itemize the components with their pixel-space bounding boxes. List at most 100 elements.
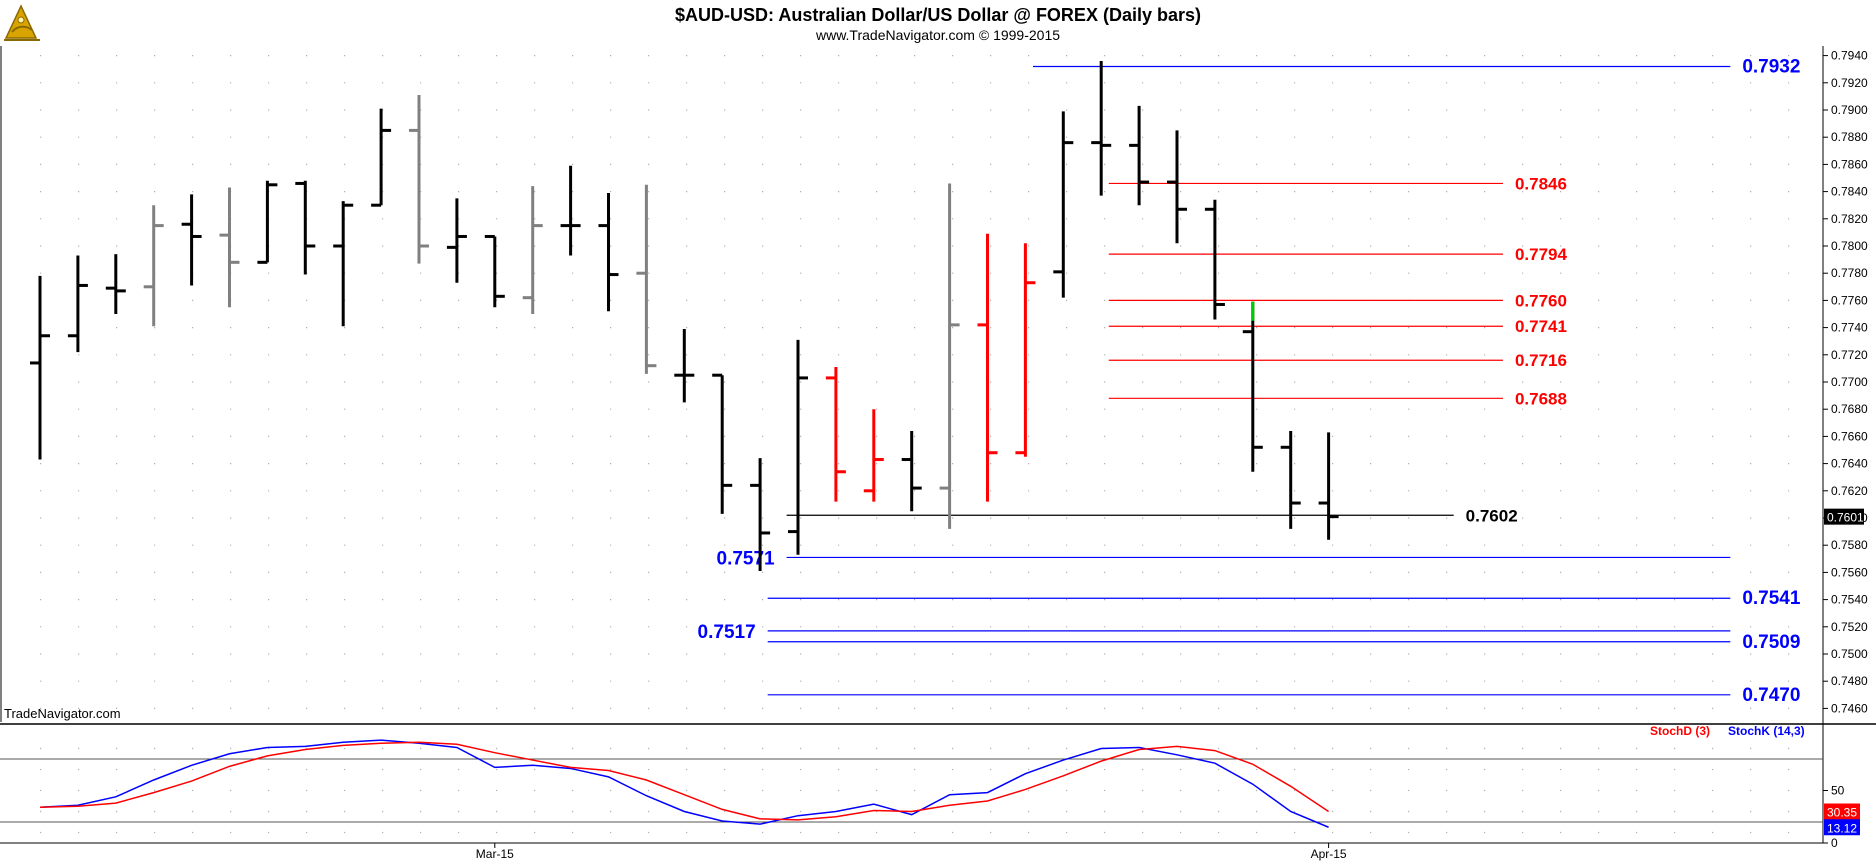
ohlc-bar bbox=[446, 198, 467, 283]
y-tick-label: 0.7540 bbox=[1831, 593, 1868, 607]
ohlc-bar bbox=[1280, 430, 1301, 529]
y-tick-label: 0.7640 bbox=[1831, 457, 1868, 471]
y-tick-label: 0.7880 bbox=[1831, 130, 1868, 144]
ohlc-bar bbox=[750, 458, 771, 572]
ohlc-bar bbox=[788, 339, 808, 555]
y-tick-label: 0.7760 bbox=[1831, 293, 1868, 307]
y-tick-label: 0.7940 bbox=[1831, 49, 1868, 63]
level-label: 0.7602 bbox=[1466, 506, 1518, 525]
stoch-legend-label: StochD (3) bbox=[1650, 724, 1710, 738]
date-axis: Mar-15 Apr-15 bbox=[476, 843, 1347, 861]
level-label: 0.7716 bbox=[1515, 351, 1567, 370]
chart-subtitle: www.TradeNavigator.com © 1999-2015 bbox=[815, 27, 1060, 43]
y-tick-label: 0.7820 bbox=[1831, 212, 1868, 226]
ohlc-bar bbox=[409, 95, 429, 264]
ohlc-bar bbox=[67, 255, 88, 353]
ohlc-bar bbox=[143, 205, 164, 327]
ohlc-bar bbox=[181, 194, 202, 286]
y-tick-label: 0.7900 bbox=[1831, 103, 1868, 117]
ohlc-bar bbox=[636, 184, 657, 374]
stoch-series-line bbox=[39, 739, 1329, 828]
level-label: 0.7741 bbox=[1515, 317, 1567, 336]
ohlc-bar bbox=[712, 373, 733, 514]
level-label: 0.7794 bbox=[1515, 245, 1568, 264]
stoch-y-tick-label: 0 bbox=[1831, 836, 1838, 850]
level-label: 0.7517 bbox=[698, 622, 756, 643]
stoch-value-badge-label: 13.12 bbox=[1827, 821, 1857, 835]
y-tick-label: 0.7720 bbox=[1831, 348, 1868, 362]
ohlc-bar bbox=[1242, 301, 1263, 472]
y-tick-label: 0.7560 bbox=[1831, 565, 1868, 579]
ohlc-bar bbox=[219, 187, 240, 308]
y-tick-label: 0.7620 bbox=[1831, 484, 1868, 498]
price-axis: 0.7940 0.7920 0.7900 0.7880 0.7860 0.7840 0.78… bbox=[1823, 49, 1868, 715]
level-label: 0.7932 bbox=[1742, 56, 1800, 77]
level-label: 0.7688 bbox=[1515, 389, 1567, 408]
horizontal-levels: 0.7932 0.7846 0.7794 0.7760 0.7741 0.7716 0.76… bbox=[698, 56, 1801, 705]
stoch-legend-label: StochK (14,3) bbox=[1728, 724, 1805, 738]
ohlc-bar bbox=[1204, 199, 1225, 320]
x-tick-label: Apr-15 bbox=[1311, 847, 1347, 861]
ohlc-bar bbox=[1091, 61, 1112, 196]
last-price-badge bbox=[1824, 508, 1864, 525]
ohlc-bar bbox=[1167, 130, 1187, 244]
ohlc-bar bbox=[105, 254, 126, 314]
level-label: 0.7760 bbox=[1515, 291, 1567, 310]
ohlc-bar bbox=[560, 165, 581, 256]
ohlc-bar bbox=[939, 183, 960, 529]
y-tick-label: 0.7460 bbox=[1831, 701, 1868, 715]
ohlc-bar bbox=[863, 409, 884, 502]
stoch-series-line bbox=[39, 741, 1330, 821]
ohlc-bar bbox=[1129, 105, 1150, 206]
level-label: 0.7541 bbox=[1742, 588, 1801, 609]
y-tick-label: 0.7860 bbox=[1831, 157, 1868, 171]
last-price-badge-label: 0.7601 bbox=[1827, 511, 1864, 525]
y-tick-label: 0.7780 bbox=[1831, 266, 1868, 280]
chart-title: $AUD-USD: Australian Dollar/US Dollar @ … bbox=[675, 5, 1201, 25]
y-tick-label: 0.7500 bbox=[1831, 647, 1868, 661]
y-tick-label: 0.7700 bbox=[1831, 375, 1868, 389]
level-label: 0.7571 bbox=[717, 548, 776, 569]
grid bbox=[40, 55, 1790, 709]
y-tick-label: 0.7740 bbox=[1831, 321, 1868, 335]
ohlc-bars bbox=[30, 61, 1339, 572]
ohlc-bar bbox=[901, 430, 922, 512]
stoch-value-badge bbox=[1824, 819, 1860, 836]
y-tick-label: 0.7920 bbox=[1831, 76, 1868, 90]
ohlc-bar bbox=[484, 234, 505, 308]
ohlc-bar bbox=[1015, 243, 1036, 457]
ohlc-bar bbox=[1053, 111, 1074, 298]
ohlc-bar bbox=[371, 108, 392, 207]
level-label: 0.7470 bbox=[1742, 685, 1800, 706]
ohlc-bar bbox=[333, 201, 354, 327]
stoch-value-badge bbox=[1824, 803, 1860, 820]
ohlc-bar bbox=[1318, 432, 1339, 540]
ohlc-bar bbox=[522, 186, 543, 314]
x-tick-label: Mar-15 bbox=[476, 847, 514, 861]
y-tick-label: 0.7680 bbox=[1831, 402, 1868, 416]
level-label: 0.7509 bbox=[1742, 632, 1800, 653]
ohlc-bar bbox=[30, 275, 50, 460]
ohlc-bar bbox=[295, 180, 316, 275]
ohlc-bar bbox=[598, 192, 619, 312]
level-label: 0.7846 bbox=[1515, 174, 1567, 193]
y-tick-label: 0.7480 bbox=[1831, 674, 1868, 688]
y-tick-label: 0.7580 bbox=[1831, 538, 1868, 552]
ohlc-bar bbox=[674, 328, 695, 403]
ohlc-bar bbox=[825, 367, 846, 502]
y-tick-label: 0.7660 bbox=[1831, 429, 1868, 443]
ohlc-bar bbox=[257, 180, 278, 264]
tradenavigator-logo-icon bbox=[4, 4, 40, 41]
y-tick-label: 0.7520 bbox=[1831, 620, 1868, 634]
stoch-y-tick-label: 50 bbox=[1831, 784, 1845, 798]
watermark-label: TradeNavigator.com bbox=[4, 706, 121, 721]
stoch-grid bbox=[40, 747, 1790, 834]
ohlc-bar bbox=[977, 233, 998, 502]
y-tick-label: 0.7840 bbox=[1831, 185, 1868, 199]
stoch-value-badge-label: 30.35 bbox=[1827, 806, 1857, 820]
y-tick-label: 0.7800 bbox=[1831, 239, 1868, 253]
